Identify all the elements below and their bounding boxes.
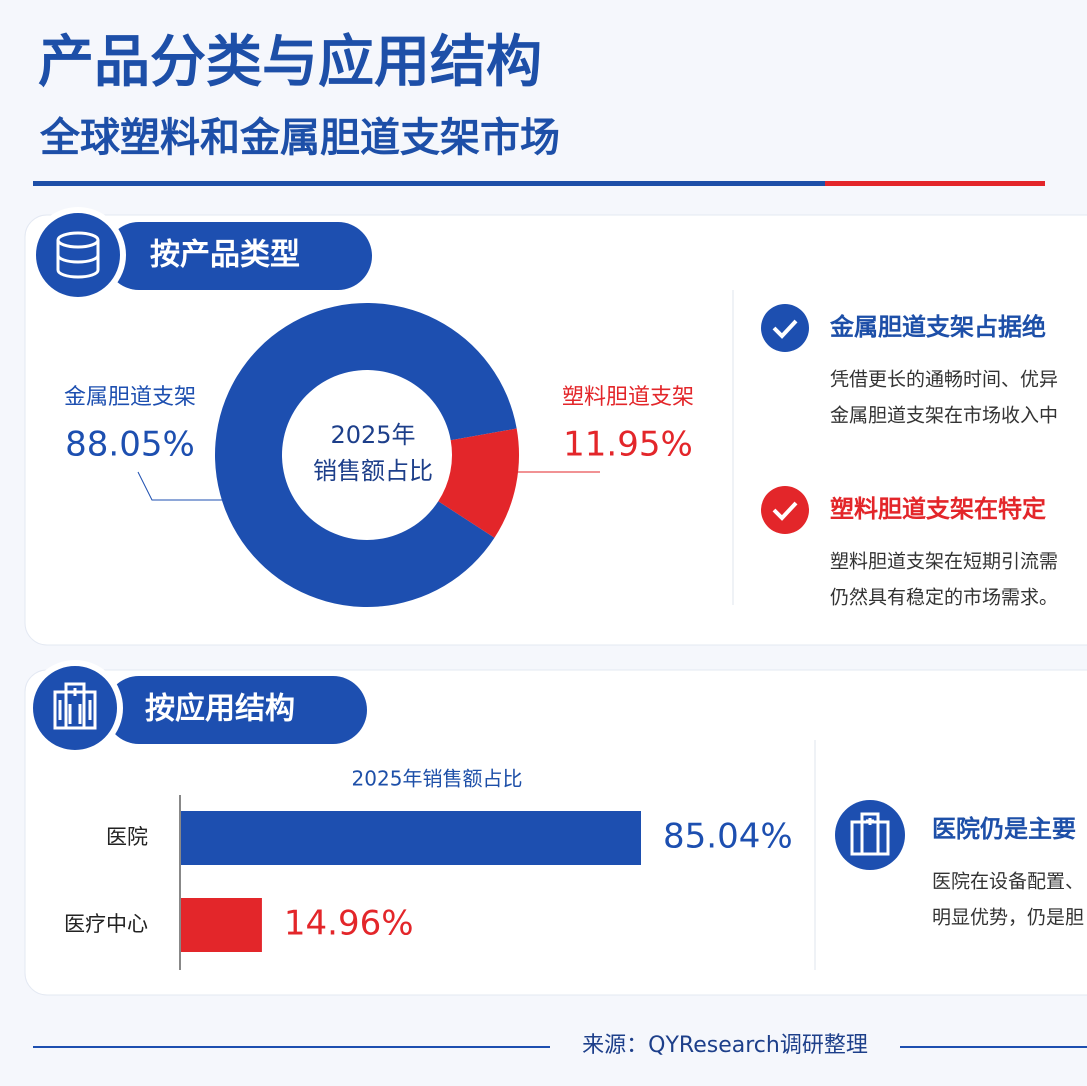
- value-label: 85.04%: [663, 817, 793, 857]
- note-text: 医院在设备配置、: [932, 871, 1084, 893]
- note-text: 明显优势，仍是胆: [932, 907, 1084, 929]
- database-icon: [56, 231, 100, 279]
- slice-label: 塑料胆道支架: [562, 385, 694, 410]
- bar: [181, 898, 262, 952]
- note-text: 金属胆道支架在市场收入中: [830, 405, 1058, 427]
- check: [772, 319, 798, 339]
- section-heading: 按应用结构: [145, 692, 295, 727]
- leader: [137, 471, 232, 501]
- note-title: 塑料胆道支架在特定: [830, 495, 1046, 523]
- section-heading: 按产品类型: [150, 238, 300, 273]
- heading-pill: [105, 676, 367, 744]
- note-text: 凭借更长的通畅时间、优异: [830, 369, 1058, 391]
- slice-value: 88.05%: [65, 425, 195, 465]
- subtitle: 全球塑料和金属胆道支架市场: [39, 115, 560, 161]
- donut-slice: [438, 428, 519, 538]
- note-title: 医院仍是主要: [932, 815, 1076, 843]
- rule-red: [825, 181, 1045, 186]
- category-label: 医疗中心: [64, 912, 148, 936]
- rule-blue: [33, 181, 825, 186]
- category-label: 医院: [106, 825, 148, 849]
- hospital-icon: [850, 812, 890, 856]
- check-icon: [761, 486, 809, 534]
- bar: [181, 811, 641, 865]
- slice-label: 金属胆道支架: [64, 385, 196, 410]
- note-text: 塑料胆道支架在短期引流需: [830, 551, 1058, 573]
- title: 产品分类与应用结构: [38, 30, 542, 95]
- chart-title: 2025年销售额占比: [352, 767, 523, 791]
- icon-badge: [30, 207, 126, 303]
- check-icon: [761, 304, 809, 352]
- slice-value: 11.95%: [563, 425, 693, 465]
- donut-center: 销售额占比: [313, 457, 433, 485]
- icon-badge: [27, 660, 123, 756]
- check: [772, 501, 798, 521]
- source: 来源：QYResearch调研整理: [582, 1033, 868, 1058]
- donut-center: 2025年: [330, 421, 415, 449]
- note-title: 金属胆道支架占据绝: [829, 313, 1046, 341]
- note-text: 仍然具有稳定的市场需求。: [830, 587, 1058, 609]
- donut-slice: [215, 303, 517, 607]
- heading-pill: [105, 222, 372, 290]
- icon-badge: [835, 800, 905, 870]
- value-label: 14.96%: [284, 904, 414, 944]
- hospital-icon: [53, 682, 97, 730]
